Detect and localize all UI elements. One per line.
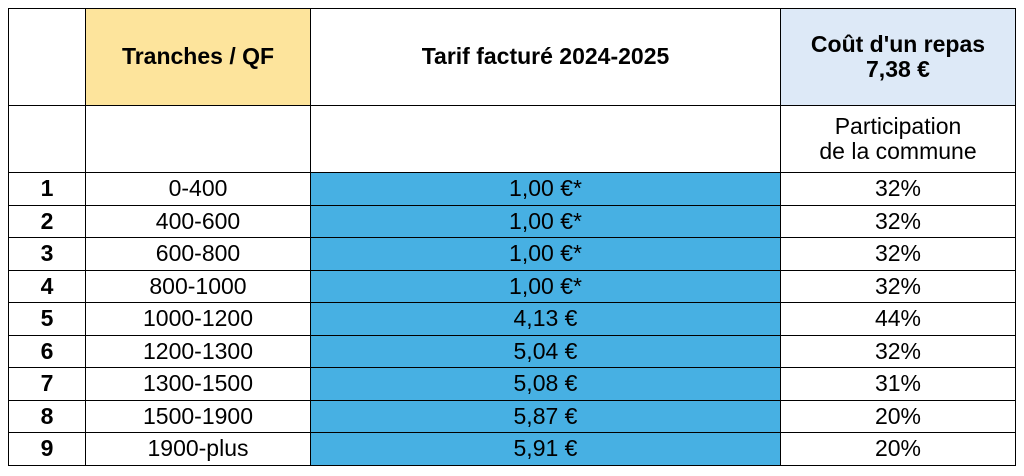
row-band: 1200-1300 <box>85 334 311 368</box>
row-band: 800-1000 <box>85 269 311 303</box>
row-band: 1000-1200 <box>85 302 311 336</box>
row-participation: 32% <box>780 334 1016 368</box>
row-price: 1,00 €* <box>310 204 781 238</box>
row-index: 3 <box>8 237 86 271</box>
table-row: 9 1900-plus 5,91 € 20% <box>8 432 1016 466</box>
tariff-table: Tranches / QF Tarif facturé 2024-2025 Co… <box>8 8 1016 466</box>
meal-cost-label: Coût d'un repas <box>810 30 986 57</box>
meal-cost-value: 7,38 € <box>866 56 930 82</box>
row-band: 600-800 <box>85 237 311 271</box>
table-row: 1 0-400 1,00 €* 32% <box>8 172 1016 206</box>
subheader-price-cell <box>310 105 781 173</box>
table-row: 2 400-600 1,00 €* 32% <box>8 204 1016 238</box>
row-index: 8 <box>8 399 86 433</box>
header-row: Tranches / QF Tarif facturé 2024-2025 Co… <box>8 8 1016 106</box>
table-row: 6 1200-1300 5,04 € 32% <box>8 334 1016 368</box>
row-band: 1900-plus <box>85 432 311 466</box>
subheader-index-cell <box>8 105 86 173</box>
row-price: 1,00 €* <box>310 237 781 271</box>
row-price: 1,00 €* <box>310 172 781 206</box>
row-index: 4 <box>8 269 86 303</box>
participation-label-line1: Participation <box>834 112 962 139</box>
table-row: 3 600-800 1,00 €* 32% <box>8 237 1016 271</box>
table-row: 7 1300-1500 5,08 € 31% <box>8 367 1016 401</box>
row-index: 9 <box>8 432 86 466</box>
subheader-row: Participation de la commune <box>8 105 1016 173</box>
subheader-participation-cell: Participation de la commune <box>780 105 1016 173</box>
row-participation: 32% <box>780 237 1016 271</box>
header-index-cell <box>8 8 86 106</box>
row-band: 1500-1900 <box>85 399 311 433</box>
table-row: 4 800-1000 1,00 €* 32% <box>8 269 1016 303</box>
row-participation: 20% <box>780 399 1016 433</box>
row-price: 5,91 € <box>310 432 781 466</box>
row-price: 5,87 € <box>310 399 781 433</box>
table-row: 5 1000-1200 4,13 € 44% <box>8 302 1016 336</box>
row-index: 2 <box>8 204 86 238</box>
table-row: 8 1500-1900 5,87 € 20% <box>8 399 1016 433</box>
participation-label-line2: de la commune <box>819 138 977 164</box>
row-participation: 32% <box>780 204 1016 238</box>
row-participation: 20% <box>780 432 1016 466</box>
row-price: 1,00 €* <box>310 269 781 303</box>
header-meal-cost-cell: Coût d'un repas 7,38 € <box>780 8 1016 106</box>
row-band: 1300-1500 <box>85 367 311 401</box>
row-index: 5 <box>8 302 86 336</box>
row-participation: 44% <box>780 302 1016 336</box>
row-participation: 32% <box>780 269 1016 303</box>
row-price: 5,04 € <box>310 334 781 368</box>
row-price: 5,08 € <box>310 367 781 401</box>
row-index: 1 <box>8 172 86 206</box>
row-index: 6 <box>8 334 86 368</box>
subheader-band-cell <box>85 105 311 173</box>
row-band: 0-400 <box>85 172 311 206</box>
row-band: 400-600 <box>85 204 311 238</box>
row-participation: 32% <box>780 172 1016 206</box>
row-index: 7 <box>8 367 86 401</box>
row-price: 4,13 € <box>310 302 781 336</box>
row-participation: 31% <box>780 367 1016 401</box>
header-band-cell: Tranches / QF <box>85 8 311 106</box>
header-price-cell: Tarif facturé 2024-2025 <box>310 8 781 106</box>
